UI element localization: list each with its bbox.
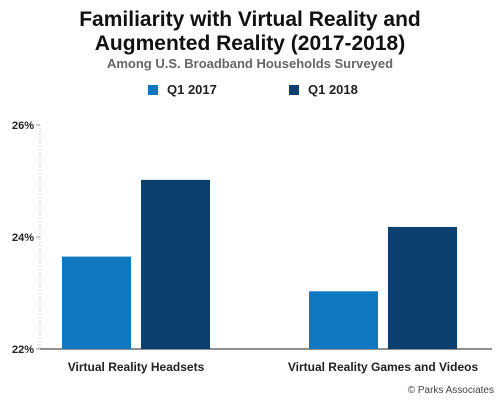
x-category-label: Virtual Reality Headsets xyxy=(68,360,205,374)
legend-item-q1-2018: Q1 2018 xyxy=(289,82,358,97)
chart-subtitle: Among U.S. Broadband Households Surveyed xyxy=(106,56,394,71)
chart-title: Familiarity with Virtual Reality and Aug… xyxy=(0,8,500,56)
chart-legend: Q1 2017 Q1 2018 xyxy=(0,82,500,98)
legend-swatch-q1-2018 xyxy=(289,84,299,95)
chart-title-line-1: Familiarity with Virtual Reality and xyxy=(79,8,421,31)
bar-q1-2017-2 xyxy=(309,291,378,349)
legend-label-q1-2017: Q1 2017 xyxy=(167,82,217,97)
legend-item-q1-2017: Q1 2017 xyxy=(148,82,217,97)
chart-title-line-2: Augmented Reality (2017-2018) xyxy=(94,32,406,55)
y-tick-label: 22% xyxy=(12,344,34,356)
y-tick-label: 26% xyxy=(12,120,34,132)
bar-q1-2017-1 xyxy=(62,256,131,349)
legend-swatch-q1-2017 xyxy=(148,84,158,95)
bar-q1-2018-2 xyxy=(388,226,457,349)
y-tick-label: 24% xyxy=(12,232,34,244)
source-credit: © Parks Associates xyxy=(407,385,494,396)
bar-q1-2018-1 xyxy=(141,179,210,349)
x-category-label: Virtual Reality Games and Videos xyxy=(288,360,479,374)
legend-label-q1-2018: Q1 2018 xyxy=(308,82,358,97)
